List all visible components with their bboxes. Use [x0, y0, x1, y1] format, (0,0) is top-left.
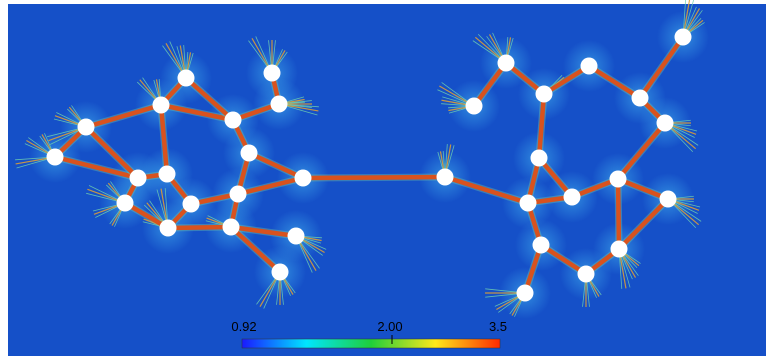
- node: [674, 28, 692, 46]
- edge: [615, 176, 671, 202]
- edge: [586, 63, 643, 101]
- edge: [538, 242, 589, 277]
- edge: [615, 120, 668, 182]
- colorbar-min-label: 0.92: [231, 319, 256, 334]
- colorbar-max-label: 3.5: [489, 319, 507, 334]
- node: [177, 69, 195, 87]
- colorbar: 0.92 2.00 3.5: [231, 319, 507, 349]
- node: [158, 165, 176, 183]
- edge: [246, 150, 306, 181]
- node: [563, 188, 581, 206]
- node: [656, 114, 674, 132]
- node: [116, 194, 134, 212]
- edge: [52, 154, 141, 181]
- edge: [83, 124, 141, 181]
- node: [497, 54, 515, 72]
- node: [609, 170, 627, 188]
- node: [530, 149, 548, 167]
- edge: [235, 175, 306, 197]
- node: [436, 168, 454, 186]
- edge: [615, 176, 622, 252]
- node: [580, 57, 598, 75]
- node: [532, 236, 550, 254]
- node: [610, 240, 628, 258]
- node: [263, 64, 281, 82]
- node: [631, 89, 649, 107]
- node: [77, 118, 95, 136]
- edge: [83, 102, 164, 130]
- node: [152, 96, 170, 114]
- node: [535, 85, 553, 103]
- node: [240, 144, 258, 162]
- edge: [471, 60, 509, 109]
- edge: [637, 34, 686, 101]
- node: [159, 219, 177, 237]
- edge: [228, 224, 283, 275]
- node: [577, 265, 595, 283]
- edge: [158, 102, 236, 123]
- node: [270, 95, 288, 113]
- node: [222, 218, 240, 236]
- edge: [536, 155, 575, 200]
- edge: [616, 196, 671, 252]
- edge: [536, 91, 547, 161]
- node: [46, 148, 64, 166]
- node: [229, 185, 247, 203]
- node: [182, 195, 200, 213]
- colorbar-mid-label: 2.00: [377, 319, 402, 334]
- node: [294, 169, 312, 187]
- node: [287, 227, 305, 245]
- node: [465, 97, 483, 115]
- edge: [300, 174, 448, 181]
- edge: [165, 224, 234, 231]
- node: [519, 194, 537, 212]
- node: [129, 169, 147, 187]
- edge: [183, 75, 236, 123]
- node: [271, 263, 289, 281]
- colorbar-gradient: [241, 338, 501, 349]
- node: [516, 284, 534, 302]
- edge: [158, 102, 170, 177]
- node: [224, 111, 242, 129]
- edge: [442, 174, 531, 206]
- edge: [228, 224, 299, 239]
- node: [659, 190, 677, 208]
- node-layer: [46, 28, 692, 302]
- edge: [541, 63, 592, 97]
